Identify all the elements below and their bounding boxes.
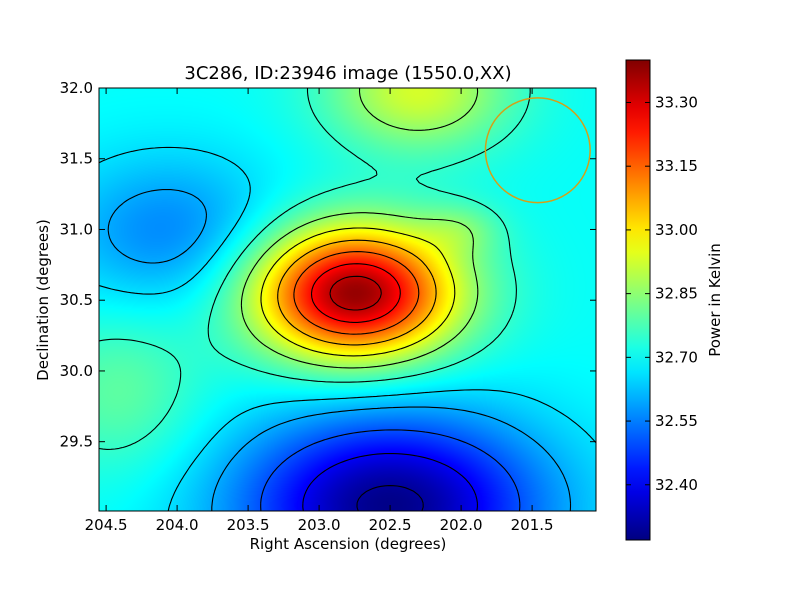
colorbar-tick-label: 32.70 [655, 348, 698, 366]
colorbar-ticks: 32.40 32.55 32.70 32.85 33.00 33.15 33.30 [626, 93, 698, 494]
colorbar-gradient [626, 60, 650, 540]
contour-line [260, 227, 456, 357]
y-tick-label: 31.5 [60, 150, 93, 168]
contour-line [329, 275, 382, 311]
colorbar-tick-label: 32.40 [655, 476, 698, 494]
contour-line [302, 453, 478, 511]
y-axis-label: Declination (degrees) [34, 219, 52, 381]
contour-line [99, 88, 531, 450]
heatmap-image [99, 88, 596, 511]
colorbar-tick-label: 33.30 [655, 93, 698, 111]
colorbar-tick-label: 33.15 [655, 157, 698, 175]
colorbar-tick-label: 33.00 [655, 221, 698, 239]
x-tick-label: 203.5 [227, 516, 270, 534]
x-tick-label: 203.0 [298, 516, 341, 534]
x-axis: 204.5 204.0 203.5 203.0 202.5 202.0 201.5 [85, 88, 554, 534]
contour-line [356, 485, 424, 511]
colorbar-tick-label: 32.85 [655, 285, 698, 303]
beam-circle [484, 97, 591, 204]
x-tick-label: 202.0 [440, 516, 483, 534]
chart-title: 3C286, ID:23946 image (1550.0,XX) [184, 63, 511, 84]
colorbar-frame [625, 59, 651, 541]
y-tick-label: 32.0 [60, 79, 93, 97]
colorbar-tick-label: 32.55 [655, 412, 698, 430]
y-tick-label: 30.5 [60, 291, 93, 309]
y-tick-label: 30.0 [60, 362, 93, 380]
y-tick-label: 29.5 [60, 433, 93, 451]
contour-lines [99, 88, 596, 511]
contour-line [240, 88, 479, 369]
x-axis-label: Right Ascension (degrees) [250, 535, 447, 553]
contour-line [99, 146, 596, 511]
plot-area [98, 87, 597, 512]
contour-line [260, 429, 521, 511]
colorbar-label: Power in Kelvin [706, 243, 724, 357]
colorbar: 32.40 32.55 32.70 32.85 33.00 33.15 33.30 Powe… [625, 59, 724, 541]
plot-frame [98, 87, 597, 512]
contour-line [277, 239, 437, 346]
contour-line [293, 251, 420, 335]
x-tick-label: 204.0 [156, 516, 199, 534]
x-tick-label: 201.5 [511, 516, 554, 534]
x-tick-label: 204.5 [85, 516, 128, 534]
contour-line [310, 263, 401, 323]
contour-line [107, 188, 572, 511]
y-axis: 29.5 30.0 30.5 31.0 31.5 32.0 [60, 79, 596, 451]
x-tick-label: 202.5 [369, 516, 412, 534]
y-tick-label: 31.0 [60, 220, 93, 238]
